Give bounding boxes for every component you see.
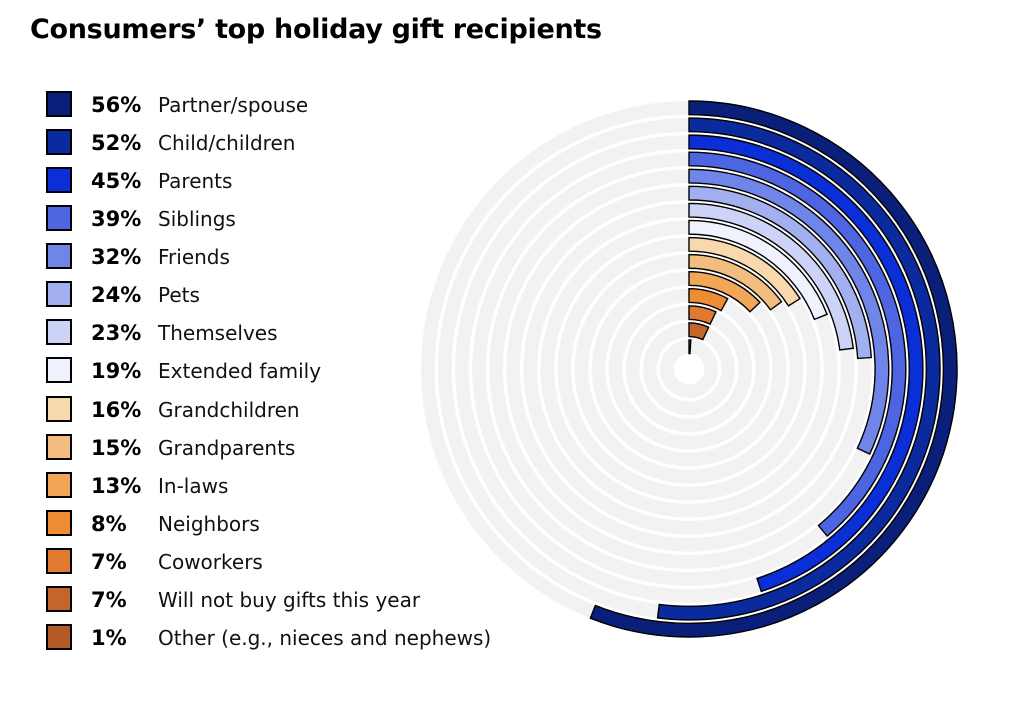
legend-percent: 16% (91, 397, 142, 422)
legend-label: Child/children (158, 131, 296, 156)
legend-swatch (46, 471, 72, 498)
legend-label: Grandparents (158, 435, 296, 460)
radial-bar-grandchildren (688, 236, 801, 307)
legend-item: 56% Partner/spouse (46, 89, 546, 127)
legend-percent: 1% (91, 625, 127, 650)
radial-bar-coworkers (688, 305, 717, 326)
legend-percent: 7% (91, 587, 127, 612)
radial-bar-siblings (688, 151, 907, 538)
legend-swatch (46, 281, 72, 308)
legend-percent: 56% (91, 93, 142, 117)
legend-item: 45% Parents (46, 165, 546, 203)
legend-percent: 45% (91, 169, 142, 194)
legend-item: 15% Grandparents (46, 432, 546, 470)
legend-item: 39% Siblings (46, 203, 546, 241)
legend-item: 16% Grandchildren (46, 394, 546, 432)
legend-percent: 8% (91, 511, 127, 536)
legend-label: Friends (158, 245, 230, 270)
legend-label: Neighbors (158, 511, 260, 536)
radial-bar-in-laws (688, 270, 761, 313)
legend-percent: 15% (91, 435, 142, 460)
legend-item: 19% Extended family (46, 355, 546, 393)
legend-item: 52% Child/children (46, 127, 546, 165)
legend-percent: 24% (91, 283, 142, 308)
legend-label: Extended family (158, 359, 322, 384)
legend-swatch (46, 205, 72, 232)
legend: 56% Partner/spouse 52% Child/children 45% Par… (46, 89, 546, 660)
legend-swatch (46, 357, 72, 384)
legend-item: 7% Coworkers (46, 546, 546, 584)
legend-label: Grandchildren (158, 397, 300, 422)
legend-swatch (46, 91, 72, 117)
legend-label: Themselves (158, 321, 278, 346)
legend-label: Siblings (158, 207, 236, 232)
legend-label: Other (e.g., nieces and nephews) (158, 625, 492, 650)
legend-item: 32% Friends (46, 241, 546, 279)
legend-swatch (46, 395, 72, 422)
legend-item: 7% Will not buy gifts this year (46, 584, 546, 622)
legend-percent: 13% (91, 473, 142, 498)
legend-item: 24% Pets (46, 279, 546, 317)
legend-percent: 19% (91, 359, 142, 384)
legend-percent: 39% (91, 207, 142, 232)
radial-bar-child-children (656, 117, 941, 621)
legend-label: Coworkers (158, 549, 263, 574)
legend-label: Will not buy gifts this year (158, 587, 421, 612)
legend-swatch (46, 167, 72, 194)
radial-bar-neighbors (688, 288, 729, 312)
legend-label: Parents (158, 169, 233, 194)
legend-item: 13% In-laws (46, 470, 546, 508)
legend-item: 8% Neighbors (46, 508, 546, 546)
radial-bar-parents (688, 134, 924, 593)
legend-percent: 23% (91, 321, 142, 346)
legend-swatch (46, 623, 72, 650)
legend-percent: 7% (91, 549, 127, 574)
radial-bar-other-e-g-nieces-and-nephews (688, 339, 692, 355)
legend-label: In-laws (158, 473, 229, 498)
radial-bar-friends (688, 168, 890, 455)
radial-bar-pets (688, 185, 873, 360)
legend-item: 1% Other (e.g., nieces and nephews) (46, 622, 546, 660)
legend-swatch (46, 243, 72, 270)
legend-item: 23% Themselves (46, 317, 546, 355)
legend-swatch (46, 509, 72, 536)
radial-bar-grandparents (688, 253, 783, 311)
legend-swatch (46, 547, 72, 574)
legend-label: Pets (158, 283, 200, 308)
radial-bar-extended-family (688, 219, 829, 321)
radial-bar-themselves (688, 202, 855, 351)
radial-bar-will-not-buy-gifts-this-year (688, 322, 710, 341)
legend-swatch (46, 319, 72, 346)
legend-swatch (46, 433, 72, 460)
legend-percent: 52% (91, 131, 142, 156)
legend-swatch (46, 129, 72, 156)
radial-bar-partner-spouse (589, 100, 958, 638)
chart-title: Consumers’ top holiday gift recipients (30, 14, 602, 45)
legend-percent: 32% (91, 245, 142, 270)
legend-label: Partner/spouse (158, 93, 309, 117)
legend-swatch (46, 585, 72, 612)
